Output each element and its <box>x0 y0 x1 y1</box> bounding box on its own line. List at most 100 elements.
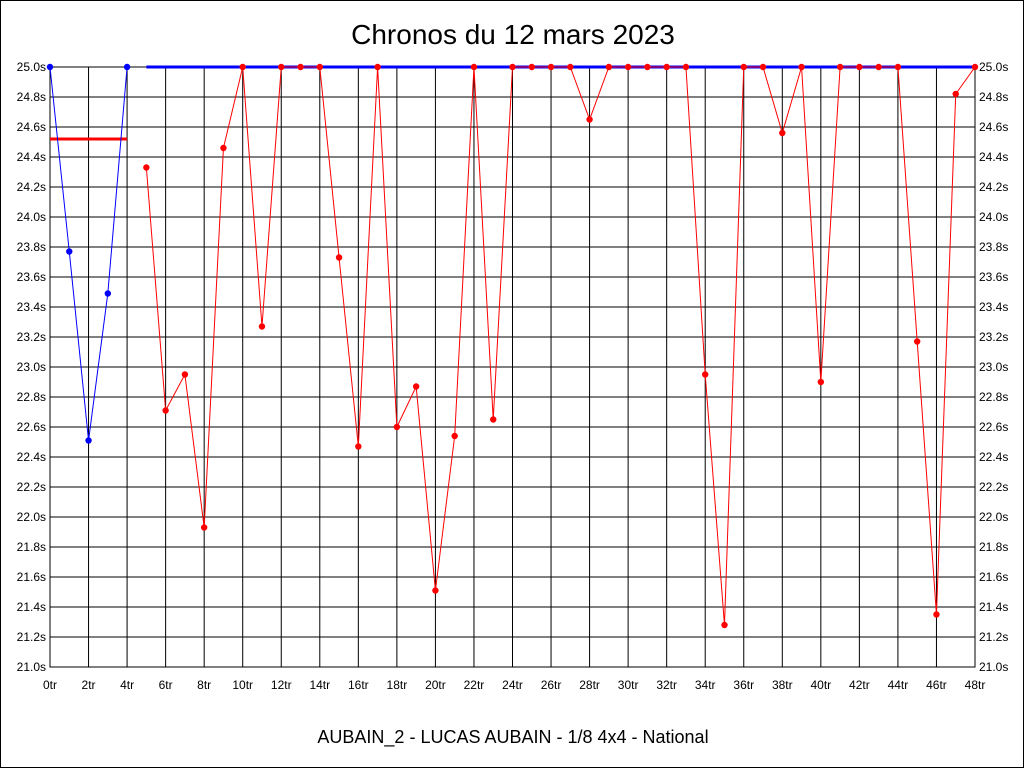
data-point <box>143 164 150 171</box>
data-point <box>220 144 227 152</box>
y-tick-label-right: 24.2s <box>979 180 1008 194</box>
chart-title: Chronos du 12 mars 2023 <box>351 19 675 50</box>
data-point <box>798 63 805 71</box>
x-tick-label: 44tr <box>888 678 909 692</box>
x-tick-label: 18tr <box>387 678 408 692</box>
y-tick-label-right: 24.6s <box>979 120 1008 134</box>
data-point <box>258 323 266 330</box>
y-tick-label-right: 22.6s <box>979 420 1008 434</box>
x-tick-label: 10tr <box>232 678 253 692</box>
data-point <box>702 371 709 378</box>
y-tick-label-right: 23.0s <box>979 360 1008 374</box>
data-point <box>759 63 767 71</box>
data-point <box>605 63 613 71</box>
y-tick-label-left: 22.8s <box>17 390 46 404</box>
y-tick-label-right: 23.4s <box>979 300 1008 314</box>
data-point <box>528 63 535 71</box>
y-tick-label-right: 23.8s <box>979 240 1008 254</box>
y-tick-label-left: 23.8s <box>17 240 46 254</box>
y-tick-label-right: 24.4s <box>979 150 1008 164</box>
x-tick-label: 34tr <box>695 678 716 692</box>
y-tick-label-left: 22.0s <box>17 510 46 524</box>
x-tick-label: 28tr <box>579 678 600 692</box>
y-tick-label-right: 24.8s <box>979 90 1008 104</box>
data-point <box>239 63 246 71</box>
data-point <box>567 63 574 71</box>
y-tick-label-left: 21.6s <box>17 570 46 584</box>
x-tick-label: 24tr <box>502 678 523 692</box>
data-point <box>181 371 189 378</box>
data-point <box>644 63 651 71</box>
data-point <box>355 443 362 450</box>
data-point <box>817 378 825 386</box>
y-tick-label-right: 21.4s <box>979 600 1008 614</box>
x-tick-label: 42tr <box>849 678 870 692</box>
data-point <box>46 63 54 71</box>
y-tick-label-right: 21.8s <box>979 540 1008 554</box>
data-point <box>856 63 863 71</box>
data-point <box>894 63 902 71</box>
x-tick-label: 2tr <box>82 678 96 692</box>
x-tick-label: 6tr <box>159 678 173 692</box>
y-tick-label-right: 21.0s <box>979 660 1008 674</box>
y-tick-label-left: 24.8s <box>17 90 46 104</box>
y-tick-label-right: 24.0s <box>979 210 1008 224</box>
y-tick-label-right: 22.2s <box>979 480 1008 494</box>
data-point <box>393 423 401 431</box>
data-point <box>624 63 632 71</box>
data-point <box>200 524 208 531</box>
x-tick-label: 22tr <box>464 678 485 692</box>
y-tick-label-left: 21.0s <box>17 660 46 674</box>
y-tick-label-left: 22.6s <box>17 420 46 434</box>
x-tick-label: 46tr <box>926 678 947 692</box>
y-tick-label-left: 24.2s <box>17 180 46 194</box>
y-tick-label-right: 22.0s <box>979 510 1008 524</box>
x-tick-label: 14tr <box>309 678 330 692</box>
y-tick-label-right: 21.2s <box>979 630 1008 644</box>
y-tick-label-left: 23.0s <box>17 360 46 374</box>
data-point <box>913 338 921 345</box>
data-point <box>740 63 747 71</box>
data-point <box>123 63 131 71</box>
data-point <box>278 63 285 71</box>
x-tick-label: 0tr <box>43 678 57 692</box>
data-point <box>470 63 478 71</box>
data-point <box>721 621 728 629</box>
x-tick-label: 36tr <box>733 678 754 692</box>
data-point <box>509 63 516 71</box>
data-point <box>836 63 844 71</box>
grid <box>49 66 976 668</box>
data-point <box>663 63 670 71</box>
y-tick-label-right: 23.2s <box>979 330 1008 344</box>
data-point <box>490 416 497 423</box>
data-point <box>374 63 381 71</box>
x-tick-label: 16tr <box>348 678 369 692</box>
y-tick-label-left: 21.8s <box>17 540 46 554</box>
data-point <box>85 437 92 444</box>
y-tick-label-right: 22.4s <box>979 450 1008 464</box>
y-tick-label-right: 23.6s <box>979 270 1008 284</box>
y-tick-label-right: 25.0s <box>979 60 1008 74</box>
data-point <box>451 432 458 440</box>
y-tick-label-left: 22.4s <box>17 450 46 464</box>
x-tick-label: 4tr <box>120 678 134 692</box>
data-point <box>297 63 304 71</box>
chart-subtitle: AUBAIN_2 - LUCAS AUBAIN - 1/8 4x4 - Nati… <box>317 727 708 748</box>
data-point <box>952 90 959 98</box>
data-point <box>875 63 882 71</box>
x-tick-label: 26tr <box>541 678 562 692</box>
x-tick-label: 38tr <box>772 678 793 692</box>
data-point <box>432 587 439 594</box>
x-tick-label: 8tr <box>197 678 211 692</box>
x-tick-label: 12tr <box>271 678 292 692</box>
y-tick-label-left: 23.4s <box>17 300 46 314</box>
x-tick-label: 20tr <box>425 678 446 692</box>
y-tick-label-left: 25.0s <box>17 60 46 74</box>
data-point <box>586 116 593 123</box>
y-tick-label-left: 21.2s <box>17 630 46 644</box>
x-tick-label: 30tr <box>618 678 639 692</box>
x-tick-label: 40tr <box>810 678 831 692</box>
data-point <box>335 254 343 261</box>
series-points <box>46 63 979 629</box>
